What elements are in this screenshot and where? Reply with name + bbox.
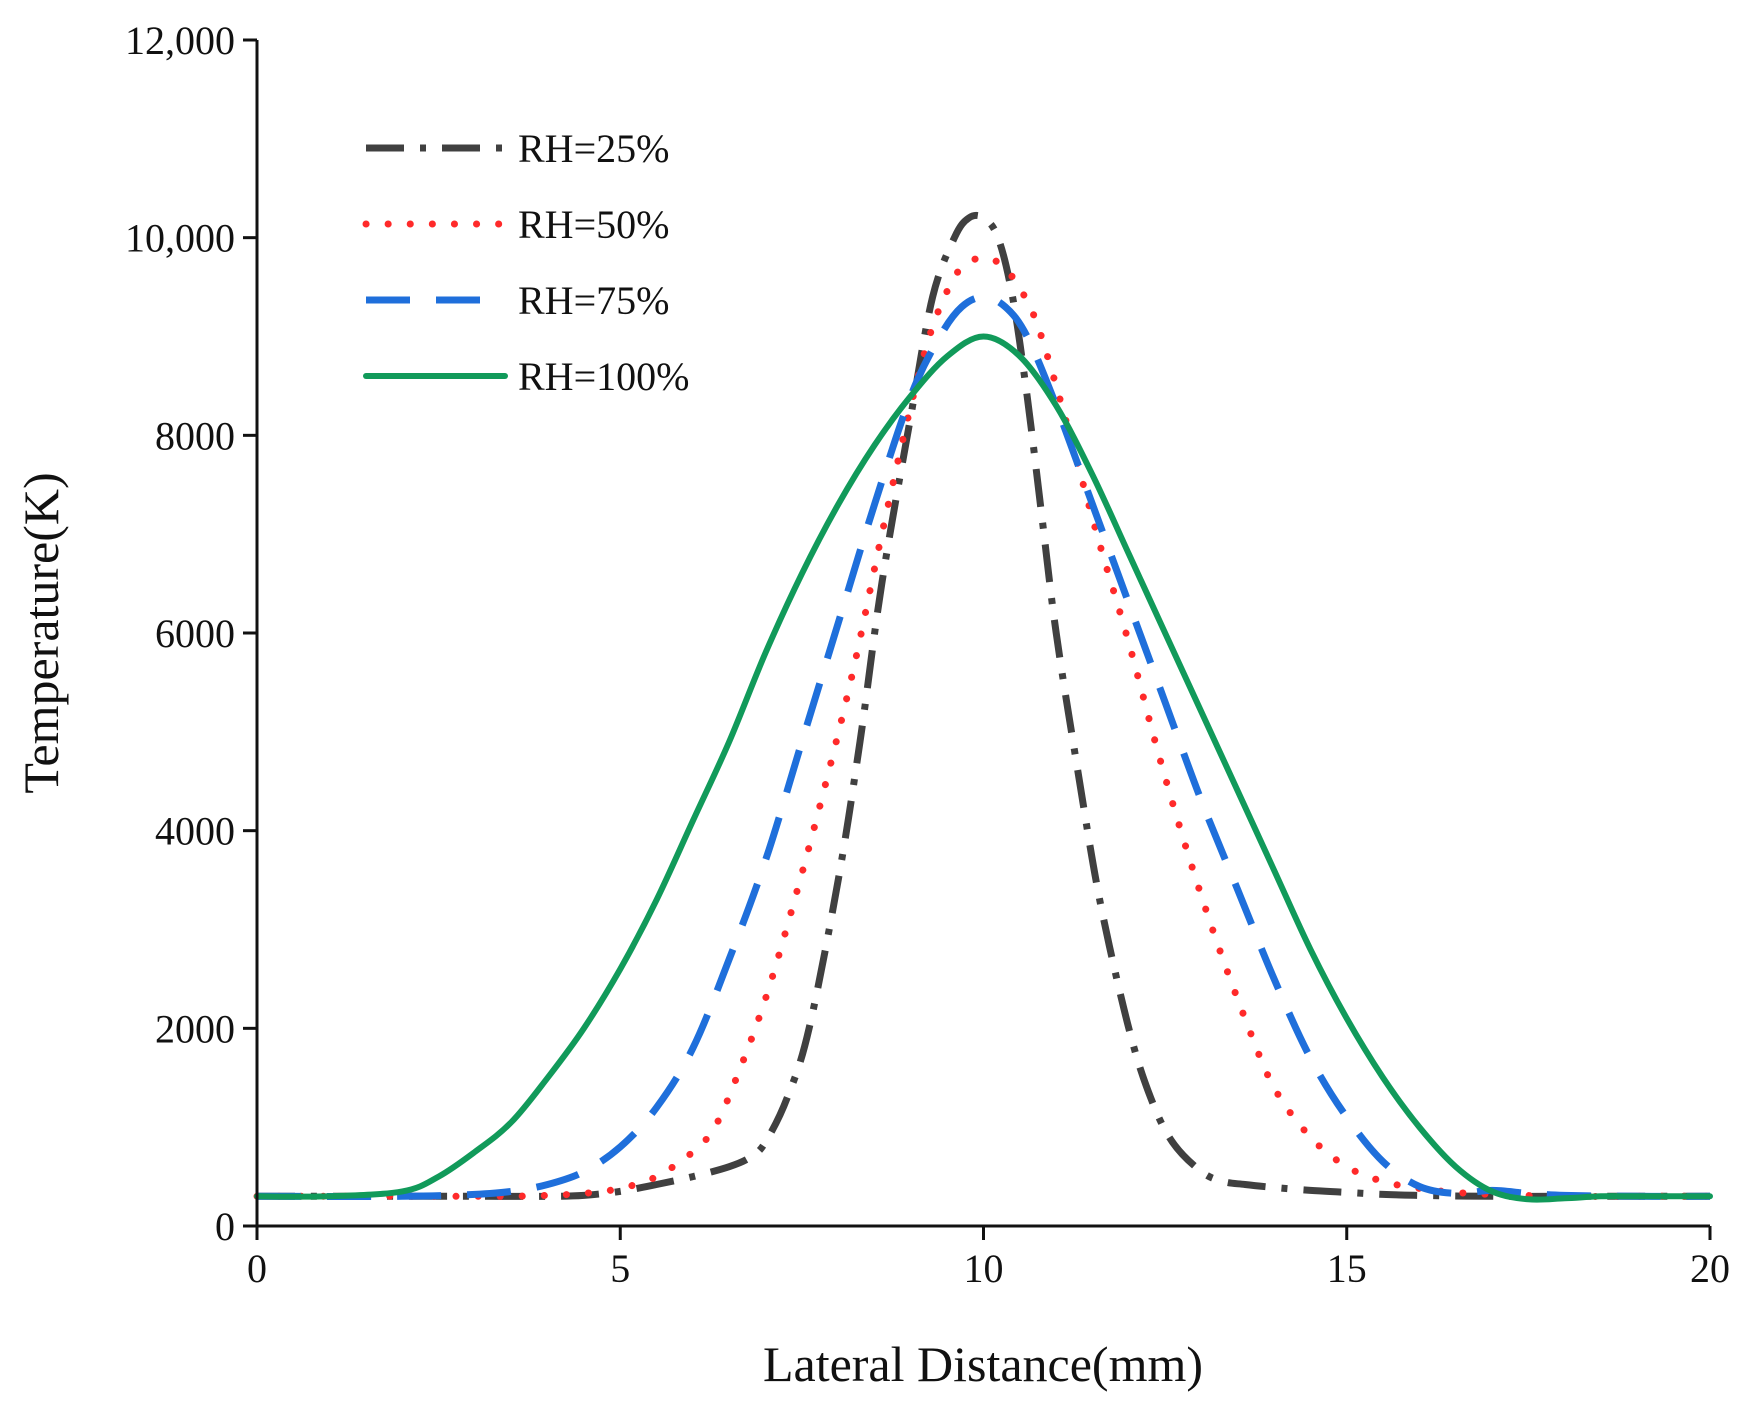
y-tick-label: 8000 xyxy=(155,413,235,458)
series-line-4 xyxy=(254,333,1713,1203)
legend-label-2: RH=50% xyxy=(518,202,669,247)
legend-label-1: RH=25% xyxy=(518,126,669,171)
x-tick-label: 0 xyxy=(247,1246,267,1291)
x-tick-label: 20 xyxy=(1690,1246,1730,1291)
x-axis-title: Lateral Distance(mm) xyxy=(763,1336,1203,1392)
x-tick-label: 10 xyxy=(964,1246,1004,1291)
series-line-1 xyxy=(256,211,1711,1200)
y-tick-label: 2000 xyxy=(155,1006,235,1051)
legend-label-3: RH=75% xyxy=(518,278,669,323)
y-tick-label: 0 xyxy=(215,1204,235,1249)
y-tick-label: 4000 xyxy=(155,809,235,854)
legend: RH=25% RH=50% RH=75% RH=100% xyxy=(362,126,689,399)
series-line-2 xyxy=(253,253,1714,1200)
y-tick-label: 10,000 xyxy=(125,216,235,261)
legend-label-4: RH=100% xyxy=(518,354,689,399)
y-axis-title: Temperature(K) xyxy=(13,472,69,793)
y-ticks: 0 2000 4000 6000 8000 10,000 12,000 xyxy=(125,18,257,1249)
y-tick-label: 12,000 xyxy=(125,18,235,63)
x-tick-label: 15 xyxy=(1327,1246,1367,1291)
y-tick-label: 6000 xyxy=(155,611,235,656)
plot-lines xyxy=(253,211,1714,1203)
axes xyxy=(255,40,1710,1228)
x-tick-label: 5 xyxy=(610,1246,630,1291)
x-ticks: 0 5 10 15 20 xyxy=(247,1226,1730,1291)
series-line-3 xyxy=(256,293,1711,1200)
